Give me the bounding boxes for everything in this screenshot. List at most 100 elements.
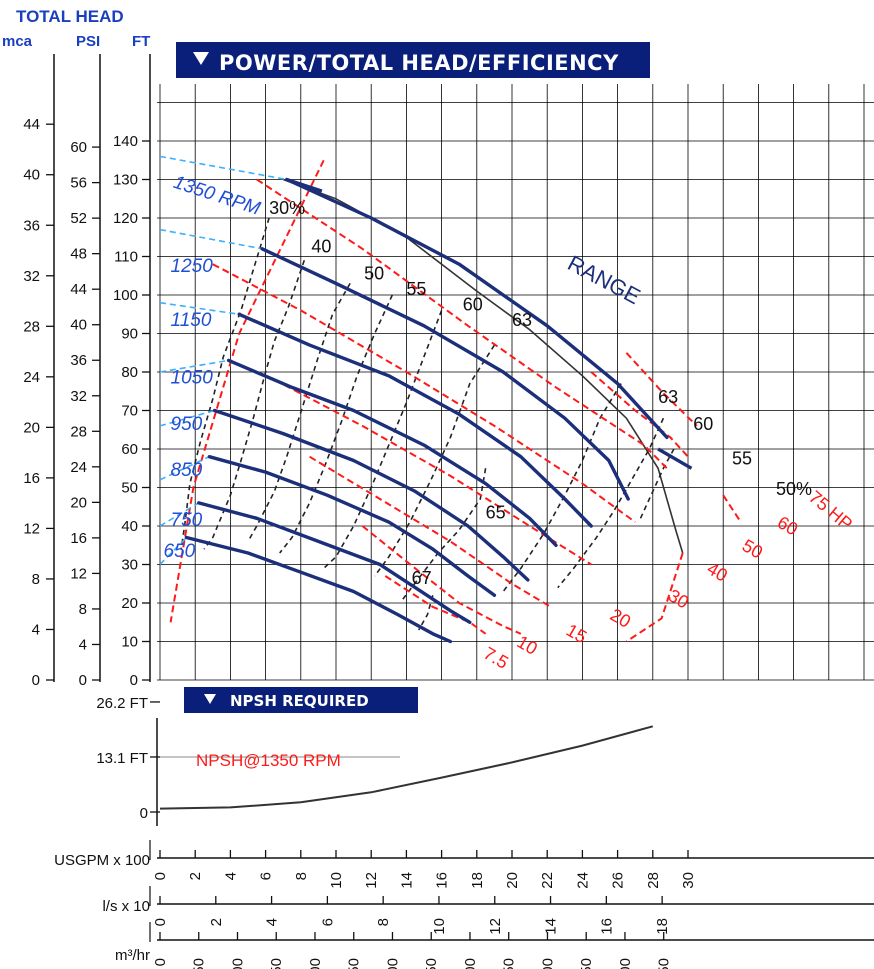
npsh-curve-label: NPSH@1350 RPM: [196, 751, 341, 770]
flow-axis-tick-label: 6: [319, 918, 336, 926]
npsh-chart: 0 13.1 FT 26.2 FT NPSH@1350 RPM: [96, 695, 654, 826]
flow-axis-label: m³/hr: [115, 947, 150, 964]
power-line: [722, 494, 742, 523]
flow-axis-label: USGPM x 100: [54, 852, 150, 869]
flow-axis-tick-label: 600: [617, 958, 634, 969]
efficiency-label: 30%: [269, 198, 305, 218]
efficiency-curve: [639, 448, 675, 519]
flow-axis-tick-label: 10: [328, 872, 345, 889]
speed-curve: [226, 358, 558, 547]
rpm-extension-line: [159, 536, 187, 566]
axis-psi-tick-label: 20: [70, 494, 87, 511]
axis-ft-tick-label: 60: [121, 441, 138, 458]
speed-curve: [197, 501, 472, 624]
total-head-label: TOTAL HEAD: [16, 7, 124, 26]
power-line: [309, 455, 552, 608]
rpm-extension-line: [159, 155, 287, 181]
power-line: [212, 263, 636, 523]
power-line: [361, 525, 522, 635]
power-line: [590, 371, 689, 458]
axis-ft-tick-label: 30: [121, 557, 138, 574]
efficiency-label: 63: [512, 310, 532, 330]
rpm-extension-line: [159, 359, 229, 373]
axis-psi-tick-label: 60: [70, 139, 87, 156]
range-curve-end: [657, 447, 693, 470]
axis-psi-tick-label: 40: [70, 317, 87, 334]
flow-axis-tick-label: 500: [539, 958, 556, 969]
flow-axis-tick-label: 350: [423, 958, 440, 969]
rpm-label: 650: [164, 541, 196, 562]
flow-axis-tick-label: 8: [293, 872, 310, 880]
unit-mca: mca: [2, 33, 33, 50]
efficiency-curve: [418, 595, 434, 631]
flow-axis-tick-label: 24: [574, 872, 591, 889]
axis-ft-tick-label: 20: [121, 595, 138, 612]
axis-psi-tick-label: 48: [70, 246, 87, 263]
power-line: [256, 178, 668, 470]
axis-psi-tick-label: 8: [79, 601, 87, 618]
axis-mca-tick-label: 0: [32, 672, 40, 689]
flow-axis-tick-label: 450: [501, 958, 518, 969]
axis-mca-tick-label: 40: [23, 167, 40, 184]
flow-axis-tick-label: 650: [656, 958, 673, 969]
axis-mca-tick-label: 8: [32, 571, 40, 588]
npsh-tick-label: 13.1 FT: [96, 750, 148, 767]
rpm-label: 1050: [171, 368, 214, 389]
efficiency-curve: [203, 260, 306, 550]
power-line: [273, 378, 592, 566]
npsh-banner: [184, 687, 418, 713]
main-banner: [176, 42, 650, 78]
power-line: [384, 575, 487, 635]
rpm-extension-line: [159, 301, 240, 316]
efficiency-label: 60: [693, 414, 713, 434]
flow-axis-tick-label: 10: [431, 918, 448, 935]
flow-axis-tick-label: 50: [191, 958, 208, 969]
axis-ft-tick-label: 110: [114, 249, 138, 266]
efficiency-label: 55: [732, 448, 752, 468]
axis-ft-tick-label: 90: [121, 326, 138, 343]
flow-axis-tick-label: 4: [264, 918, 281, 926]
flow-axis-tick-label: 8: [375, 918, 392, 926]
flow-axis-tick-label: 400: [462, 958, 479, 969]
rpm-label: 1250: [171, 256, 214, 277]
right-limit-line: [625, 552, 684, 643]
flow-axis-label: l/s x 10: [102, 898, 150, 915]
axis-ft-tick-label: 70: [121, 403, 138, 420]
power-label: 40: [704, 558, 731, 585]
power-label: 20: [607, 605, 634, 632]
power-label: 7.5: [480, 643, 512, 673]
axis-ft-tick-label: 10: [121, 634, 138, 651]
axis-mca-tick-label: 44: [23, 116, 40, 133]
flow-axis-tick-label: 2: [208, 918, 225, 926]
axis-mca-tick-label: 24: [23, 369, 40, 386]
efficiency-label: 50: [364, 264, 384, 284]
left-limit-line: [169, 159, 325, 623]
efficiency-label: 60: [463, 294, 483, 314]
unit-psi: PSI: [76, 33, 100, 50]
flow-axis-tick-label: 14: [543, 918, 560, 935]
axis-ft-tick-label: 0: [130, 672, 138, 689]
rpm-label: 750: [171, 510, 203, 531]
axis-psi-tick-label: 32: [70, 388, 87, 405]
range-curve-end: [286, 177, 323, 193]
npsh-tick-label: 26.2 FT: [96, 695, 148, 712]
speed-curve: [260, 247, 630, 501]
efficiency-curve: [180, 217, 270, 550]
triangle-down-icon: [204, 694, 216, 704]
efficiency-curve: [402, 468, 487, 600]
efficiency-curve: [557, 417, 665, 589]
power-label: 50: [739, 535, 766, 562]
flow-axis-tick-label: 550: [578, 958, 595, 969]
flow-axis-tick-label: 0: [152, 958, 169, 966]
flow-axis-tick-label: 22: [539, 872, 556, 889]
rpm-extension-line: [159, 455, 210, 481]
axis-ft-tick-label: 120: [113, 210, 138, 227]
flow-axis-tick-label: 2: [187, 872, 204, 880]
flow-axis-tick-label: 12: [487, 918, 504, 935]
unit-ft: FT: [132, 33, 150, 50]
axis-mca-tick-label: 32: [23, 268, 40, 285]
axis-psi-tick-label: 24: [70, 459, 87, 476]
rpm-extension-line: [159, 228, 263, 250]
axis-ft-tick-label: 140: [113, 133, 138, 150]
